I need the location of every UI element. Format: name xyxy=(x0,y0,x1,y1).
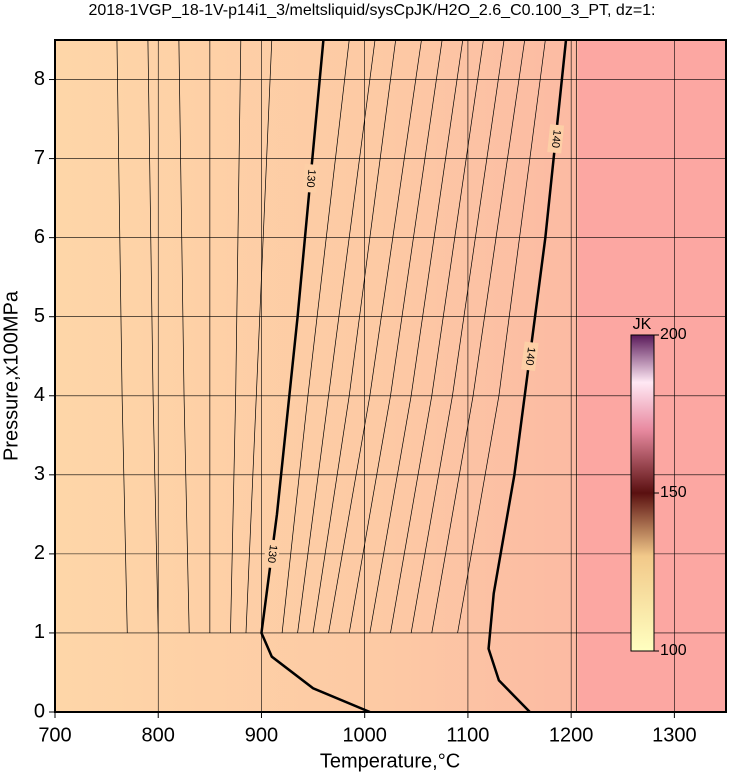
thin-contour xyxy=(390,40,484,634)
x-tick-label: 1200 xyxy=(549,724,594,746)
y-tick-label: 8 xyxy=(34,68,45,90)
contour-label: 130 xyxy=(265,544,279,564)
thin-contour xyxy=(457,40,546,634)
colorbar-tick-label: 100 xyxy=(660,642,687,659)
x-axis-label: Temperature,°C xyxy=(320,750,460,772)
thin-contour xyxy=(281,40,350,633)
y-tick-label: 0 xyxy=(34,700,45,722)
contour-label-bg xyxy=(302,163,319,193)
x-tick-label: 900 xyxy=(245,724,278,746)
thin-contour xyxy=(116,40,128,633)
contour-line xyxy=(487,40,568,712)
x-tick-label: 1000 xyxy=(342,724,387,746)
thin-contour xyxy=(369,40,464,634)
thin-contour xyxy=(297,40,376,633)
y-tick-label: 1 xyxy=(34,621,45,643)
thin-contour xyxy=(328,40,422,634)
y-tick-label: 5 xyxy=(34,305,45,327)
thin-contour xyxy=(147,40,159,633)
contour-label-bg xyxy=(547,124,565,154)
y-tick-label: 4 xyxy=(34,384,45,406)
contour-label: 140 xyxy=(523,346,537,366)
thin-contour xyxy=(348,40,443,634)
x-tick-label: 1300 xyxy=(652,724,697,746)
y-tick-label: 6 xyxy=(34,226,45,248)
thin-contour xyxy=(410,40,505,634)
y-axis-label: Pressure,x100MPa xyxy=(0,290,22,461)
contour-line xyxy=(260,40,371,712)
contour-label: 140 xyxy=(549,129,563,149)
plot-frame xyxy=(54,39,727,713)
contour-label: 130 xyxy=(304,169,318,188)
thin-contour xyxy=(431,40,526,634)
contour-label-bg xyxy=(263,539,281,569)
chart-title: 2018-1VGP_18-1V-p14i1_3/meltsliquid/sysC… xyxy=(88,2,655,19)
y-tick-label: 7 xyxy=(34,147,45,169)
y-tick-label: 2 xyxy=(34,542,45,564)
y-tick-label: 3 xyxy=(34,463,45,485)
thin-contour xyxy=(245,40,273,633)
x-tick-label: 1100 xyxy=(446,724,489,746)
thin-contour xyxy=(178,40,190,633)
colorbar-tick-label: 200 xyxy=(660,326,687,343)
colorbar-tick-label: 150 xyxy=(660,484,687,501)
thin-contour xyxy=(312,40,397,633)
x-tick-label: 800 xyxy=(142,724,175,746)
thin-contour xyxy=(230,40,242,633)
x-tick-label: 700 xyxy=(38,724,71,746)
plot-area: 130 130 140 140 xyxy=(55,40,726,712)
colorbar xyxy=(630,334,655,652)
colorbar-label: JK xyxy=(633,316,652,333)
contour-label-bg xyxy=(521,341,539,372)
